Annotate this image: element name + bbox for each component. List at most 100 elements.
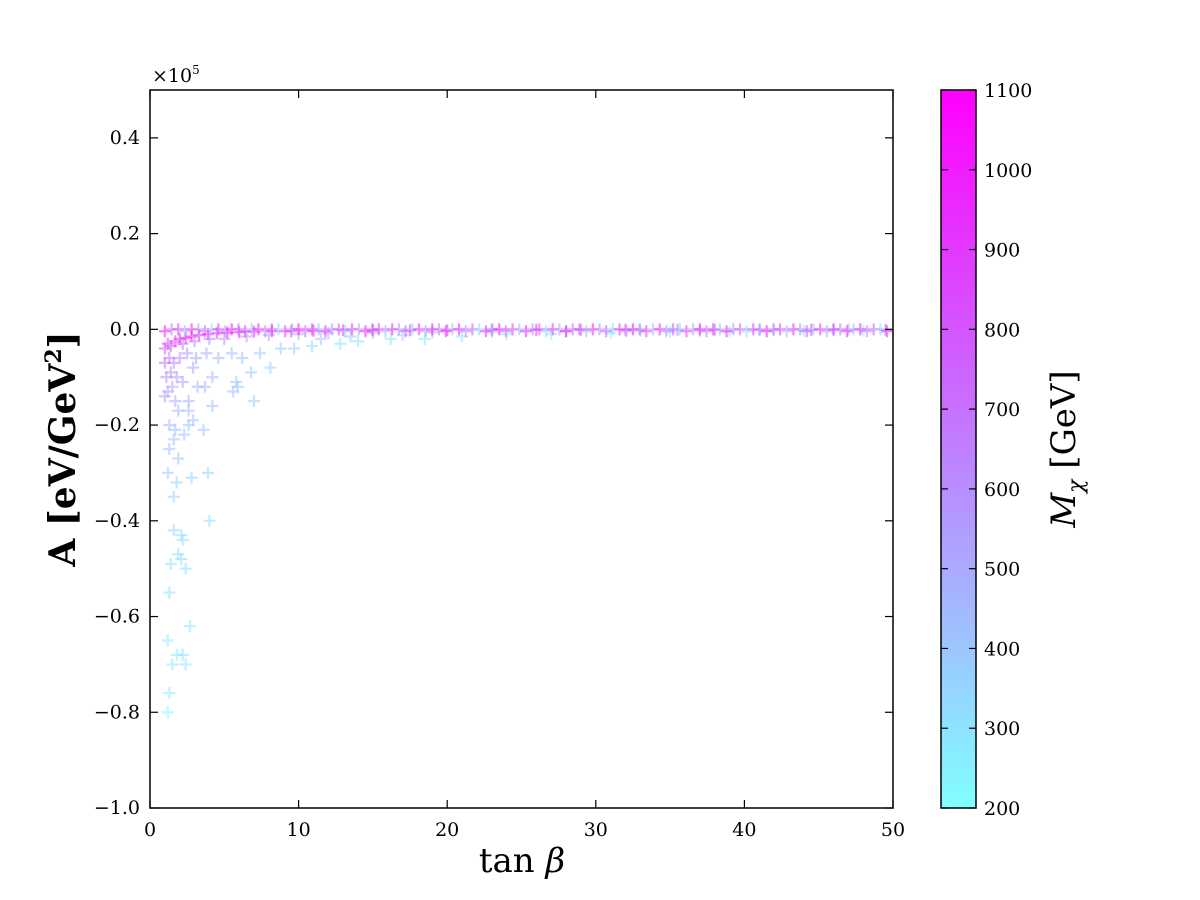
- colorbar-tick-label: 400: [984, 638, 1020, 660]
- data-point: [206, 371, 219, 384]
- data-point: [225, 347, 238, 360]
- band-point: [252, 323, 265, 336]
- band-point: [620, 325, 633, 338]
- band-point: [312, 323, 325, 336]
- band-point: [800, 325, 813, 338]
- band-point: [740, 325, 753, 338]
- plot-area: [150, 90, 893, 808]
- band-point: [392, 323, 405, 336]
- data-point: [384, 332, 397, 345]
- band-point: [419, 325, 432, 338]
- x-axis-ticks: 0 10 20 30 40 50: [144, 90, 905, 841]
- data-point: [172, 452, 185, 465]
- y-tick-label: 0.2: [110, 223, 140, 245]
- colorbar-tick-label: 500: [984, 559, 1020, 581]
- band-point: [519, 325, 532, 338]
- band-point: [399, 325, 412, 338]
- band-point: [733, 323, 746, 336]
- data-point: [236, 352, 249, 365]
- band-point: [780, 325, 793, 338]
- band-point: [453, 323, 466, 336]
- colorbar-ticks: 200 300 400 500 600 700 800 900 1000 1100: [941, 80, 1032, 820]
- band-point: [573, 323, 586, 336]
- x-tick-label: 10: [287, 819, 311, 841]
- data-point: [212, 352, 225, 365]
- band-point: [513, 323, 526, 336]
- plot-frame: [149, 89, 894, 809]
- band-point: [593, 323, 606, 336]
- band-point: [754, 323, 767, 336]
- data-point: [352, 335, 365, 348]
- y-tick-label: 0.0: [110, 318, 140, 340]
- band-point: [653, 323, 666, 336]
- band-point: [339, 325, 352, 338]
- colorbar-tick-label: 700: [984, 399, 1020, 421]
- band-point: [881, 325, 893, 338]
- band-point: [700, 325, 713, 338]
- colorbar-tick-label: 800: [984, 319, 1020, 341]
- data-point: [176, 375, 189, 388]
- data-point: [161, 466, 174, 479]
- y-tick-label: −0.8: [94, 701, 140, 723]
- band-point: [600, 325, 613, 338]
- band-point: [693, 323, 706, 336]
- band-point: [239, 325, 252, 338]
- band-point: [473, 323, 486, 336]
- y-tick-label: 0.4: [110, 127, 140, 149]
- y-tick-label: −0.6: [94, 606, 140, 628]
- band-point: [499, 325, 512, 338]
- data-point: [178, 428, 191, 441]
- data-point: [179, 562, 192, 575]
- band-point: [479, 325, 492, 338]
- y-offset-label: ×105: [152, 63, 200, 87]
- band-point: [198, 325, 211, 338]
- band-point: [720, 325, 733, 338]
- data-point: [167, 490, 180, 503]
- data-point: [163, 586, 176, 599]
- data-point: [314, 332, 327, 345]
- band-point: [372, 323, 385, 336]
- data-point: [172, 404, 185, 417]
- colorbar-tick-label: 300: [984, 718, 1020, 740]
- x-tick-label: 50: [881, 819, 905, 841]
- band-point: [158, 325, 171, 338]
- data-point: [240, 330, 253, 343]
- data-point: [185, 471, 198, 484]
- band-point: [212, 323, 225, 336]
- colorbar-tick-label: 1000: [984, 160, 1032, 182]
- data-point: [188, 335, 201, 348]
- data-point: [203, 332, 216, 345]
- data-point: [167, 524, 180, 537]
- band-point: [860, 325, 873, 338]
- band-point: [840, 325, 853, 338]
- band-point: [299, 325, 312, 338]
- colorbar-tick-label: 200: [984, 798, 1020, 820]
- colorbar-tick-label: 1100: [984, 80, 1032, 102]
- data-point: [187, 414, 200, 427]
- band-point: [540, 325, 553, 338]
- data-point: [190, 352, 203, 365]
- data-point: [176, 337, 189, 350]
- data-point: [200, 347, 213, 360]
- band-point: [459, 325, 472, 338]
- band-point: [533, 323, 546, 336]
- data-point: [201, 466, 214, 479]
- data-point: [305, 340, 318, 353]
- y-tick-label: −1.0: [94, 797, 140, 819]
- band-point: [292, 323, 305, 336]
- data-point: [175, 553, 188, 566]
- data-point: [230, 375, 243, 388]
- data-point: [181, 347, 194, 360]
- band-point: [259, 325, 272, 338]
- data-point: [161, 706, 174, 719]
- data-point: [170, 476, 183, 489]
- data-point: [184, 620, 197, 633]
- data-point: [175, 529, 188, 542]
- band-point: [713, 323, 726, 336]
- band-point: [760, 325, 773, 338]
- data-point: [187, 361, 200, 374]
- band-point: [178, 325, 191, 338]
- band-point: [379, 325, 392, 338]
- colorbar-tick-label: 600: [984, 479, 1020, 501]
- data-point: [264, 361, 277, 374]
